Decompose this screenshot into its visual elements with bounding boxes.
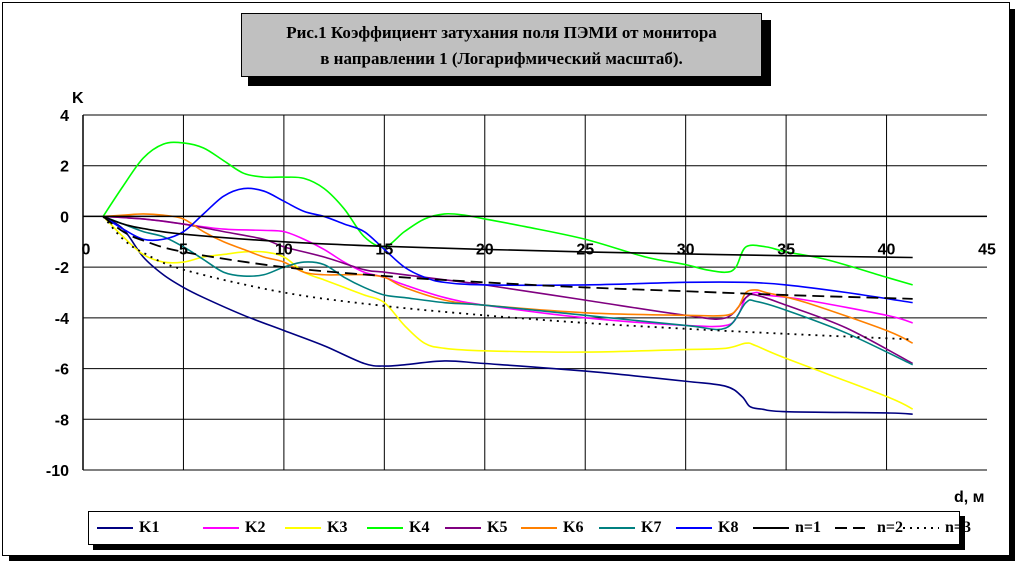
y-tick-label: -4 [55, 311, 69, 328]
legend-item-k6: K6 [521, 512, 583, 544]
series-line-k3 [102, 215, 914, 410]
x-tick-label: 40 [878, 241, 896, 258]
x-tick-label: 35 [777, 241, 795, 258]
legend-label: K3 [327, 519, 348, 536]
legend-label: K1 [139, 519, 160, 536]
series-line-k2 [103, 215, 913, 328]
legend-item-k2: K2 [203, 512, 265, 544]
chart-title-line1: Рис.1 Коэффициент затухания поля ПЭМИ от… [286, 23, 717, 42]
chart-title: Рис.1 Коэффициент затухания поля ПЭМИ от… [241, 13, 762, 77]
series-line-n1 [102, 215, 913, 259]
x-tick-label: 30 [677, 241, 695, 258]
legend-swatch [445, 527, 481, 529]
legend-label: K5 [487, 519, 508, 536]
legend-label: K8 [718, 519, 739, 536]
chart-legend: K1 K2 K3 K4 K5 K6 K7 K8 n=1 n=2 n=3 [88, 511, 971, 545]
series-line-k8 [102, 187, 913, 304]
y-tick-label: -2 [55, 260, 69, 277]
y-tick-label: -10 [46, 463, 69, 480]
legend-label: K4 [409, 519, 430, 536]
x-tick-label: 5 [179, 241, 188, 258]
y-axis-label: K [72, 90, 84, 107]
x-tick-label: 20 [476, 241, 494, 258]
legend-swatch [521, 527, 557, 529]
y-tick-label: 0 [60, 209, 69, 226]
legend-swatch [203, 527, 239, 529]
legend-item-n2: n=2 [835, 512, 903, 544]
legend-swatch [285, 527, 321, 529]
x-tick-label: 0 [82, 241, 91, 258]
x-tick-label: 15 [375, 241, 393, 258]
series-layer [102, 141, 914, 416]
legend-item-n3: n=3 [903, 512, 971, 544]
legend-item-k7: K7 [599, 512, 661, 544]
y-tick-label: 2 [60, 159, 69, 176]
series-line-k6 [103, 213, 914, 344]
chart-title-line2: в направлении 1 (Логарифмический масштаб… [320, 49, 683, 68]
series-line-k7 [102, 215, 914, 366]
x-tick-label: 45 [978, 241, 996, 258]
legend-label: K2 [245, 519, 266, 536]
x-tick-label: 10 [275, 241, 293, 258]
legend-swatch [676, 527, 712, 529]
x-axis-label: d, м [954, 489, 985, 506]
legend-swatch [367, 527, 403, 529]
legend-item-n1: n=1 [753, 512, 821, 544]
series-line-k4 [102, 141, 913, 286]
series-line-k1 [102, 215, 913, 416]
legend-label: n=3 [945, 519, 972, 536]
legend-swatch [835, 527, 871, 529]
legend-item-k8: K8 [676, 512, 738, 544]
legend-label: K7 [641, 519, 662, 536]
legend-swatch [599, 527, 635, 529]
legend-label: n=1 [795, 519, 822, 536]
legend-label: n=2 [877, 519, 904, 536]
y-tick-label: 4 [60, 108, 69, 125]
legend-item-k4: K4 [367, 512, 429, 544]
series-line-n2 [102, 215, 913, 300]
legend-item-k5: K5 [445, 512, 507, 544]
legend-item-k1: K1 [97, 512, 159, 544]
legend-swatch [753, 527, 789, 529]
legend-label: K6 [563, 519, 584, 536]
legend-item-k3: K3 [285, 512, 347, 544]
legend-swatch [903, 527, 939, 529]
legend-swatch [97, 527, 133, 529]
y-tick-label: -6 [55, 362, 69, 379]
y-tick-label: -8 [55, 412, 69, 429]
x-tick-label: 25 [576, 241, 594, 258]
